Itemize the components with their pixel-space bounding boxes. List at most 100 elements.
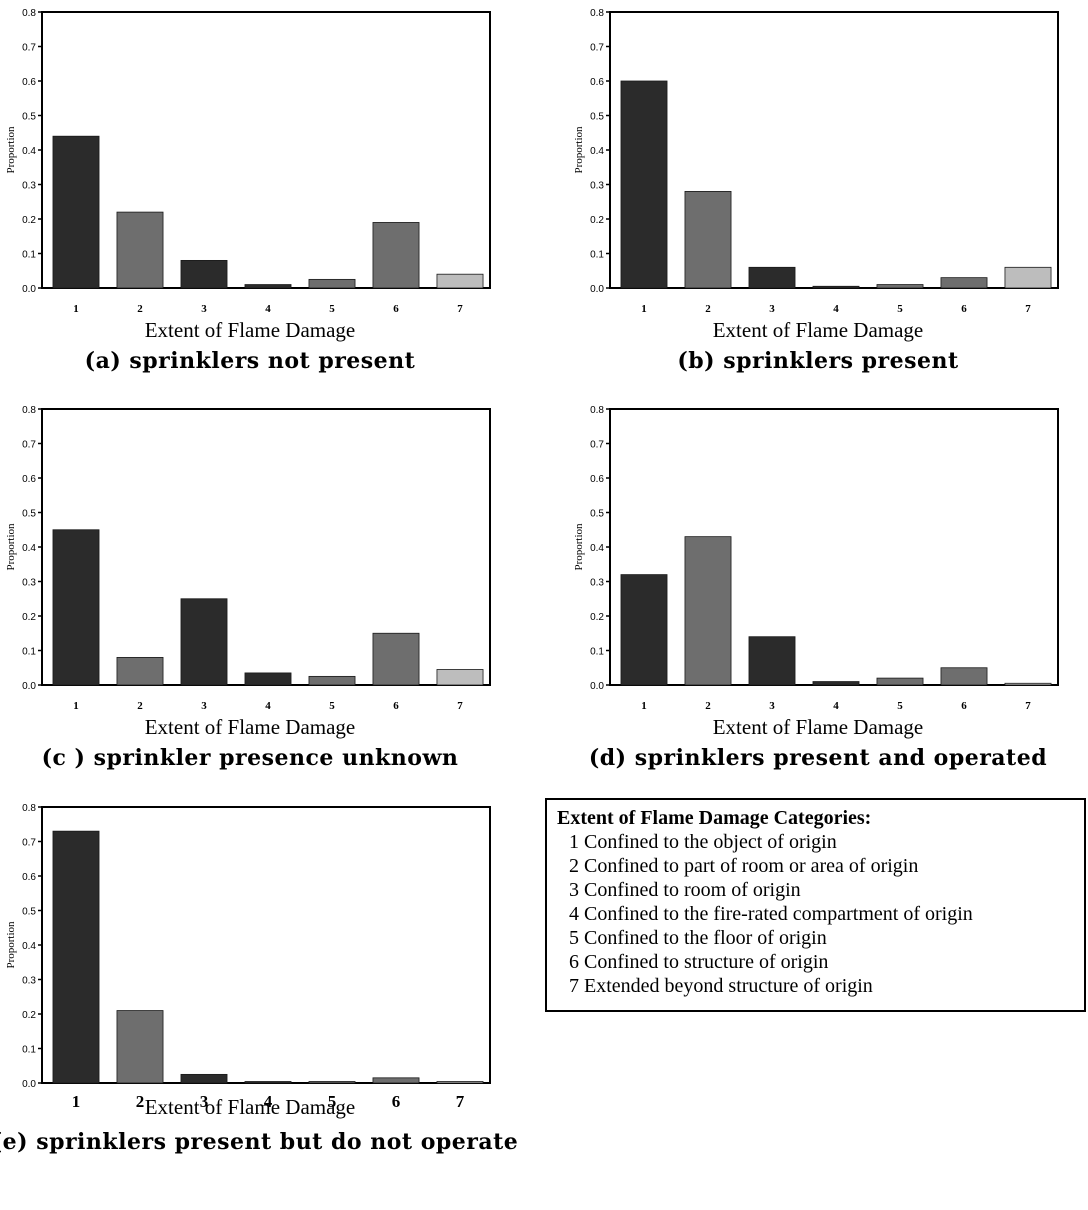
- y-tick-label: 0.2: [22, 215, 36, 226]
- x-tick-label: 4: [265, 700, 271, 712]
- y-tick-label: 0.8: [590, 8, 604, 19]
- y-tick-label: 0.4: [22, 543, 36, 554]
- y-tick-label: 0.0: [22, 284, 36, 295]
- y-tick-label: 0.5: [22, 112, 36, 123]
- y-tick-label: 0.1: [590, 647, 604, 658]
- bar: [52, 830, 100, 1084]
- bar: [244, 284, 292, 289]
- bar: [684, 536, 732, 686]
- y-tick-label: 0.0: [22, 1079, 36, 1090]
- x-tick-label: 3: [769, 303, 775, 315]
- y-tick-label: 0.2: [590, 612, 604, 623]
- x-tick-label: 5: [329, 700, 335, 712]
- x-tick-label: 2: [705, 700, 711, 712]
- chart-panel-a: 0.0 0.1 0.2 0.3 0.4 0.5 0.6 0.7 0.8 Proportion 1 2 3…: [0, 0, 520, 390]
- x-axis-label-d: Extent of Flame Damage: [712, 715, 924, 739]
- x-tick-label: 5: [329, 303, 335, 315]
- x-tick-label: 5: [897, 700, 903, 712]
- y-tick-label: 0.4: [22, 146, 36, 157]
- bar: [436, 273, 484, 289]
- y-tick-label: 0.7: [590, 440, 604, 451]
- x-tick-label: 6: [393, 700, 399, 712]
- x-tick-label: 1: [72, 1092, 81, 1111]
- x-tick-label: 4: [265, 303, 271, 315]
- y-tick-label: 0.8: [22, 8, 36, 19]
- y-tick-label: 0.0: [590, 681, 604, 692]
- y-axis-label: Proportion: [5, 523, 17, 571]
- x-axis-label-e: Extent of Flame Damage: [144, 1095, 356, 1119]
- legend-item: 4 Confined to the fire-rated compartment…: [569, 903, 973, 925]
- x-axis-label-b: Extent of Flame Damage: [712, 318, 924, 342]
- chart-title-a: (a) sprinklers not present: [84, 348, 416, 374]
- bar: [372, 1077, 420, 1084]
- bar: [876, 284, 924, 289]
- bar: [308, 675, 356, 686]
- x-tick-label: 4: [833, 303, 839, 315]
- plot-frame: [41, 806, 491, 1084]
- x-tick-label: 2: [705, 303, 711, 315]
- legend-item: 6 Confined to structure of origin: [569, 951, 829, 973]
- x-axis-label-c: Extent of Flame Damage: [144, 715, 356, 739]
- y-tick-label: 0.3: [590, 578, 604, 589]
- x-tick-label: 5: [328, 1092, 337, 1111]
- chart-panel-b: 0.0 0.1 0.2 0.3 0.4 0.5 0.6 0.7 0.8 Proportion 1 2 3…: [568, 0, 1088, 390]
- x-tick-label: 2: [137, 700, 143, 712]
- bar: [748, 266, 796, 289]
- legend-title: Extent of Flame Damage Categories:: [557, 807, 872, 829]
- bar-chart-b: 0.0 0.1 0.2 0.3 0.4 0.5 0.6 0.7 0.8 Proportion 1 2 3…: [573, 8, 1059, 315]
- y-tick-label: 0.5: [590, 112, 604, 123]
- bar: [436, 669, 484, 686]
- y-tick-label: 0.7: [590, 43, 604, 54]
- y-tick-label: 0.1: [22, 250, 36, 261]
- y-tick-label: 0.6: [22, 77, 36, 88]
- y-tick-label: 0.8: [22, 405, 36, 416]
- chart-title-e: (e) sprinklers present but do not operat…: [0, 1129, 519, 1155]
- y-tick-label: 0.4: [590, 543, 604, 554]
- plot-frame: [609, 11, 1059, 289]
- x-tick-label: 1: [641, 303, 647, 315]
- y-tick-label: 0.2: [590, 215, 604, 226]
- bar: [372, 222, 420, 289]
- bar: [1004, 266, 1052, 289]
- legend-item: 1 Confined to the object of origin: [569, 831, 837, 853]
- bar: [436, 1081, 484, 1084]
- x-tick-label: 3: [201, 700, 207, 712]
- x-tick-label: 3: [200, 1092, 209, 1111]
- y-tick-label: 0.7: [22, 838, 36, 849]
- bar: [52, 529, 100, 686]
- x-axis-label-a: Extent of Flame Damage: [144, 318, 356, 342]
- bar: [684, 190, 732, 289]
- x-tick-label: 6: [392, 1092, 401, 1111]
- y-tick-label: 0.7: [22, 43, 36, 54]
- y-tick-label: 0.3: [590, 181, 604, 192]
- bar: [308, 1081, 356, 1084]
- y-tick-label: 0.0: [590, 284, 604, 295]
- x-tick-label: 3: [769, 700, 775, 712]
- y-tick-label: 0.2: [22, 1010, 36, 1021]
- plot-frame: [609, 408, 1059, 686]
- y-tick-label: 0.3: [22, 578, 36, 589]
- x-tick-label: 7: [457, 700, 463, 712]
- y-tick-label: 0.3: [22, 181, 36, 192]
- legend-item: 7 Extended beyond structure of origin: [569, 975, 873, 997]
- bar: [116, 1010, 164, 1084]
- x-tick-label: 2: [137, 303, 143, 315]
- x-tick-label: 7: [457, 303, 463, 315]
- y-tick-label: 0.4: [22, 941, 36, 952]
- y-tick-label: 0.6: [22, 872, 36, 883]
- y-tick-label: 0.6: [590, 474, 604, 485]
- y-tick-label: 0.8: [22, 803, 36, 814]
- x-tick-label: 6: [961, 700, 967, 712]
- legend-item: 3 Confined to room of origin: [569, 879, 801, 901]
- bar: [180, 259, 228, 289]
- y-axis-label: Proportion: [5, 126, 17, 174]
- bar: [180, 598, 228, 686]
- y-tick-label: 0.3: [22, 976, 36, 987]
- y-axis-label: Proportion: [573, 126, 585, 174]
- y-tick-label: 0.6: [22, 474, 36, 485]
- bar: [308, 278, 356, 289]
- y-tick-label: 0.8: [590, 405, 604, 416]
- bar: [940, 667, 988, 686]
- x-tick-label: 7: [1025, 303, 1031, 315]
- x-tick-label: 1: [73, 303, 79, 315]
